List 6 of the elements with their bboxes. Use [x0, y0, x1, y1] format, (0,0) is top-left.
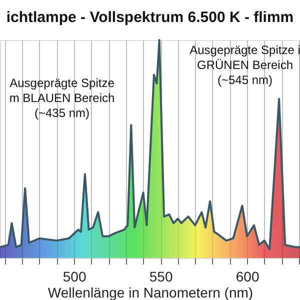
chart-title: ichtlampe - Vollspektrum 6.500 K - flimm [6, 9, 294, 26]
x-tick-label: 550 [149, 268, 173, 284]
x-tick-label: 600 [236, 268, 260, 284]
x-tick-label: 500 [62, 268, 86, 284]
annotation: Ausgeprägte Spitze m BLAUEN Bereich (~435 nm) [9, 76, 115, 120]
annotation: Ausgeprägte Spitze i GRÜNEN Bereich (~545 nm) [190, 43, 300, 87]
